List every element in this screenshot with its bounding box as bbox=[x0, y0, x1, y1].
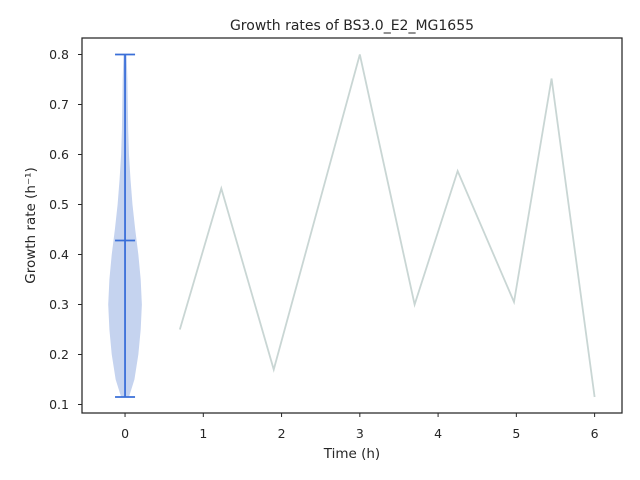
y-tick-label: 0.6 bbox=[49, 147, 69, 162]
plot-area bbox=[108, 53, 596, 398]
series-line-0 bbox=[178, 54, 596, 398]
ticks: 0 1 2 3 4 5 6 0.1 0.2 0.3 0.4 0.5 0.6 0.7 0.8 bbox=[49, 47, 599, 441]
y-tick-label: 0.2 bbox=[49, 347, 69, 362]
x-tick-label: 4 bbox=[434, 426, 442, 441]
x-tick-label: 1 bbox=[199, 426, 207, 441]
x-tick-label: 6 bbox=[591, 426, 599, 441]
y-tick-label: 0.4 bbox=[49, 247, 69, 262]
axes-frame bbox=[81, 37, 623, 414]
y-axis-label: Growth rate (h⁻¹) bbox=[23, 167, 39, 284]
y-tick-label: 0.5 bbox=[49, 197, 69, 212]
x-tick-label: 2 bbox=[278, 426, 286, 441]
y-tick-label: 0.1 bbox=[49, 397, 69, 412]
y-tick-label: 0.7 bbox=[49, 97, 69, 112]
x-axis-label: Time (h) bbox=[323, 446, 380, 462]
y-tick-label: 0.8 bbox=[49, 47, 69, 62]
chart-title: Growth rates of BS3.0_E2_MG1655 bbox=[230, 18, 474, 34]
x-tick-label: 5 bbox=[512, 426, 520, 441]
x-tick-label: 3 bbox=[356, 426, 364, 441]
y-tick-label: 0.3 bbox=[49, 297, 69, 312]
x-tick-label: 0 bbox=[121, 426, 129, 441]
